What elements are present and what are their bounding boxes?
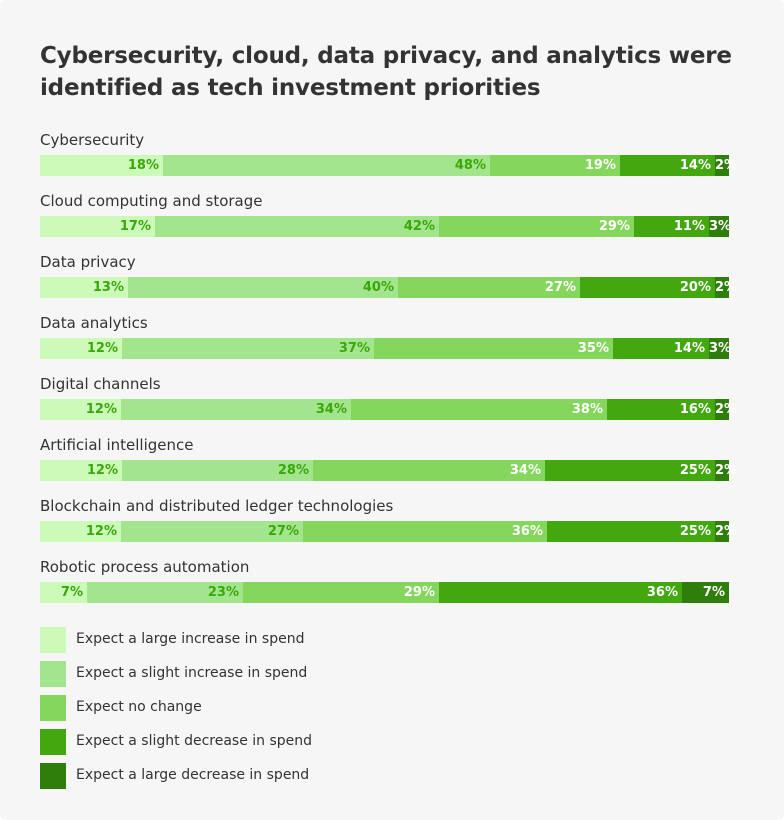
bar-segment: 38% <box>351 399 607 420</box>
bar-segment: 3% <box>709 338 731 359</box>
bar-segment: 14% <box>620 155 715 176</box>
category-label: Blockchain and distributed ledger techno… <box>40 497 394 515</box>
chart-row: Robotic process automation 7% 23% 29% 36% 7% <box>40 558 729 604</box>
bar-segment: 19% <box>490 155 620 176</box>
bar-segment: 7% <box>682 582 729 603</box>
bar-segment: 34% <box>313 460 545 481</box>
stacked-bar: 12% 28% 34% 25% 2% <box>40 460 737 481</box>
legend-swatch <box>40 729 66 755</box>
bar-segment: 2% <box>715 460 737 481</box>
category-label: Digital channels <box>40 375 161 393</box>
legend-swatch <box>40 763 66 789</box>
legend-label: Expect a slight decrease in spend <box>76 733 313 749</box>
legend-label: Expect a large increase in spend <box>76 631 305 647</box>
chart-title: Cybersecurity, cloud, data privacy, and … <box>40 43 732 101</box>
bar-segment: 27% <box>121 521 303 542</box>
category-label: Artificial intelligence <box>40 436 194 454</box>
bar-segment: 25% <box>547 521 715 542</box>
bar-segment: 37% <box>122 338 374 359</box>
bar-segment: 12% <box>40 399 121 420</box>
chart-row: Data privacy 13% 40% 27% 20% 2% <box>40 253 737 299</box>
bar-segment: 12% <box>40 521 121 542</box>
bar-segment: 14% <box>613 338 709 359</box>
category-label: Data analytics <box>40 314 148 332</box>
bar-segment: 48% <box>163 155 490 176</box>
legend-item: Expect a large decrease in spend <box>40 763 440 789</box>
category-label: Data privacy <box>40 253 136 271</box>
legend-item: Expect no change <box>40 695 440 721</box>
bar-segment: 13% <box>40 277 128 298</box>
bar-segment: 40% <box>128 277 398 298</box>
bar-segment: 25% <box>545 460 715 481</box>
bar-segment: 2% <box>715 521 737 542</box>
bar-segment: 2% <box>715 277 737 298</box>
bar-segment: 34% <box>121 399 351 420</box>
bar-segment: 18% <box>40 155 163 176</box>
bar-segment: 11% <box>634 216 709 237</box>
bar-segment: 7% <box>40 582 87 603</box>
category-label: Robotic process automation <box>40 558 250 576</box>
stacked-bar: 7% 23% 29% 36% 7% <box>40 582 729 603</box>
chart-row: Artificial intelligence 12% 28% 34% 25% 2% <box>40 436 737 482</box>
bar-segment: 16% <box>607 399 715 420</box>
bar-segment: 2% <box>715 155 737 176</box>
category-label: Cloud computing and storage <box>40 192 263 210</box>
bar-segment: 36% <box>439 582 682 603</box>
bar-segment: 12% <box>40 460 122 481</box>
bar-segment: 35% <box>374 338 613 359</box>
legend-swatch <box>40 695 66 721</box>
stacked-bar: 17% 42% 29% 11% 3% <box>40 216 731 237</box>
legend-swatch <box>40 627 66 653</box>
category-label: Cybersecurity <box>40 131 145 149</box>
chart-row: Cloud computing and storage 17% 42% 29% 11% 3… <box>40 192 731 238</box>
stacked-bar: 12% 27% 36% 25% 2% <box>40 521 737 542</box>
bar-segment: 29% <box>243 582 439 603</box>
chart-row: Blockchain and distributed ledger techno… <box>40 497 737 543</box>
bar-segment: 36% <box>303 521 547 542</box>
legend-item: Expect a large increase in spend <box>40 627 440 653</box>
stacked-bar: 13% 40% 27% 20% 2% <box>40 277 737 298</box>
bar-segment: 12% <box>40 338 122 359</box>
chart-row: Digital channels 12% 34% 38% 16% 2% <box>40 375 737 421</box>
legend-item: Expect a slight increase in spend <box>40 661 440 687</box>
bar-segment: 3% <box>709 216 731 237</box>
stacked-bar: 12% 34% 38% 16% 2% <box>40 399 737 420</box>
legend-item: Expect a slight decrease in spend <box>40 729 440 755</box>
chart-row: Cybersecurity 18% 48% 19% 14% 2% <box>40 131 737 177</box>
bar-segment: 42% <box>155 216 439 237</box>
stacked-bar: 18% 48% 19% 14% 2% <box>40 155 737 176</box>
bar-segment: 27% <box>398 277 580 298</box>
chart-row: Data analytics 12% 37% 35% 14% 3% <box>40 314 731 360</box>
bar-segment: 17% <box>40 216 155 237</box>
bar-segment: 23% <box>87 582 243 603</box>
legend-label: Expect a slight increase in spend <box>76 665 308 681</box>
bar-segment: 20% <box>580 277 715 298</box>
bar-segment: 28% <box>122 460 313 481</box>
stacked-bar: 12% 37% 35% 14% 3% <box>40 338 731 359</box>
legend-swatch <box>40 661 66 687</box>
legend-label: Expect no change <box>76 699 202 715</box>
legend-label: Expect a large decrease in spend <box>76 767 310 783</box>
bar-segment: 2% <box>715 399 737 420</box>
bar-segment: 29% <box>439 216 634 237</box>
